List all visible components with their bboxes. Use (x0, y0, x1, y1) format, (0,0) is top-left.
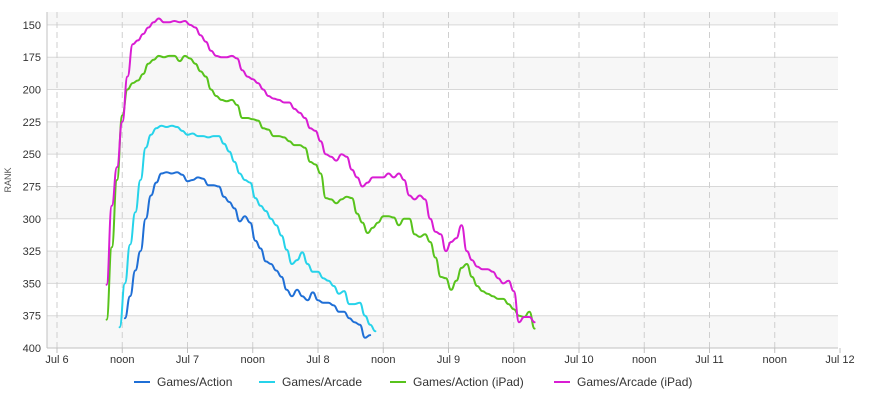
x-tick-label: noon (241, 354, 265, 366)
y-tick-label: 400 (23, 343, 41, 355)
series-line-3 (105, 54, 536, 330)
plot-band (47, 186, 838, 219)
plot-band (47, 12, 838, 25)
x-tick-label: Jul 12 (825, 354, 854, 366)
x-tick-label: Jul 10 (564, 354, 593, 366)
plot-band (47, 218, 838, 252)
x-tick-label: Jul 6 (45, 354, 68, 366)
legend[interactable]: Games/Action Games/Arcade Games/Action (iP… (134, 375, 692, 389)
legend-label: Games/Action (iPad) (413, 375, 524, 389)
x-tick-label: Jul 11 (695, 354, 724, 366)
legend-item-3[interactable]: Games/Action (iPad) (390, 375, 524, 389)
legend-label: Games/Arcade (282, 375, 362, 389)
plot-band (47, 283, 838, 316)
legend-item-1[interactable]: Games/Action (134, 375, 232, 389)
plot-band (47, 315, 838, 348)
series-line-2 (118, 124, 377, 333)
grid (46, 12, 838, 349)
y-tick-label: 300 (23, 214, 41, 226)
y-tick-label: 325 (23, 246, 41, 258)
legend-item-2[interactable]: Games/Arcade (259, 375, 362, 389)
x-tick-label: Jul 8 (306, 354, 329, 366)
series-lines (105, 17, 536, 339)
y-tick-label: 150 (23, 20, 41, 32)
plot-bands (47, 12, 838, 348)
x-axis-ticks: Jul 6 noon Jul 7 noon Jul 8 noon Jul 9 noon Jul … (45, 348, 855, 366)
plot-band (47, 251, 838, 284)
y-tick-label: 275 (23, 181, 41, 193)
x-tick-label: noon (371, 354, 395, 366)
y-tick-label: 375 (23, 311, 41, 323)
plot-band (47, 24, 838, 58)
plot-band (47, 89, 838, 122)
y-tick-label: 175 (23, 52, 41, 64)
x-tick-label: Jul 7 (176, 354, 199, 366)
y-tick-label: 350 (23, 278, 41, 290)
y-tick-label: 225 (23, 117, 41, 129)
plot-band (47, 57, 838, 90)
x-tick-label: noon (632, 354, 656, 366)
y-tick-label: 200 (23, 85, 41, 97)
x-tick-label: Jul 9 (437, 354, 460, 366)
plot-band (47, 154, 838, 187)
series-line-1 (123, 171, 372, 339)
legend-item-4[interactable]: Games/Arcade (iPad) (554, 375, 692, 389)
y-tick-label: 250 (23, 149, 41, 161)
y-axis-label: RANK (3, 167, 13, 192)
y-axis-ticks: 150 175 200 225 250 275 300 325 350 375 400 (23, 20, 41, 355)
legend-label: Games/Arcade (iPad) (577, 375, 692, 389)
legend-label: Games/Action (157, 375, 232, 389)
x-tick-label: noon (502, 354, 526, 366)
x-tick-label: noon (763, 354, 787, 366)
x-tick-label: noon (110, 354, 134, 366)
series-line-4 (105, 17, 536, 324)
